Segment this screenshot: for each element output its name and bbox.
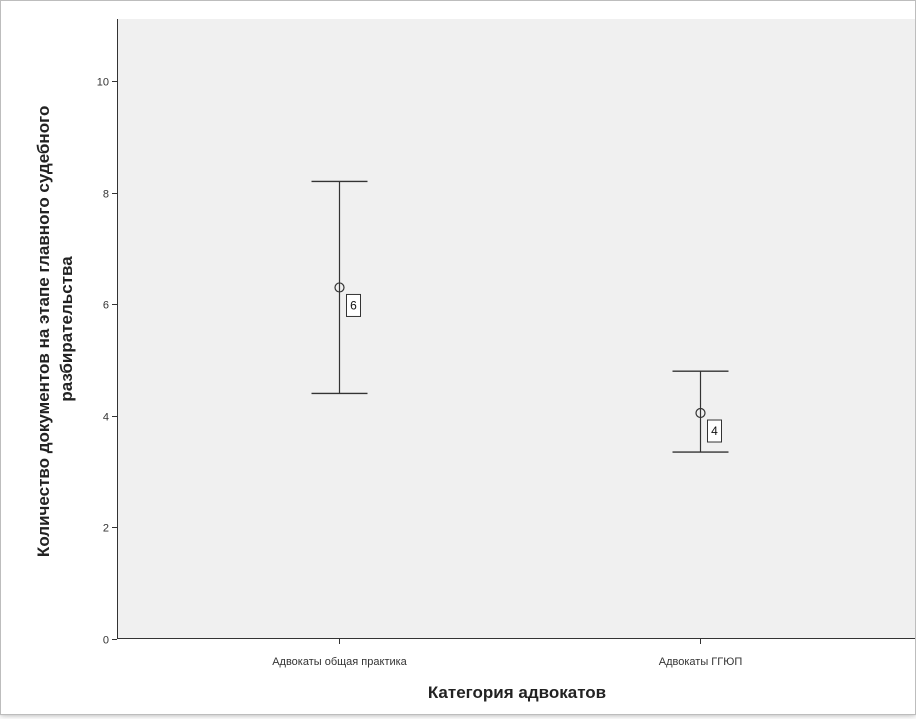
data-label-box: [707, 419, 722, 443]
y-axis-title-line-2: разбирательства: [57, 256, 76, 402]
y-axis-ticks: 0 2 4 6 8 10: [97, 77, 117, 647]
error-bars: 64: [311, 180, 729, 453]
x-axis-title: Категория адвокатов: [428, 683, 606, 702]
y-tick-label: 10: [97, 77, 109, 89]
y-axis-title: Количество документов на этапе главного …: [34, 101, 76, 557]
plot-area: [117, 19, 916, 639]
y-axis-title-line-1: Количество документов на этапе главного …: [34, 106, 53, 557]
x-axis-ticks: Адвокаты общая практика Адвокаты ГГЮП: [272, 639, 742, 668]
mean-marker: [334, 282, 345, 293]
y-tick-label: 2: [103, 523, 109, 535]
x-tick-label: Адвокаты общая практика: [272, 656, 407, 668]
data-label: 6: [350, 298, 357, 312]
y-tick-label: 8: [103, 189, 109, 201]
mean-marker: [695, 407, 706, 419]
y-tick-label: 0: [103, 635, 109, 647]
data-label: 4: [711, 424, 718, 438]
y-tick-label: 6: [103, 300, 109, 312]
x-tick-label: Адвокаты ГГЮП: [659, 656, 743, 668]
data-label-box: [346, 293, 361, 317]
y-tick-label: 4: [103, 412, 109, 424]
